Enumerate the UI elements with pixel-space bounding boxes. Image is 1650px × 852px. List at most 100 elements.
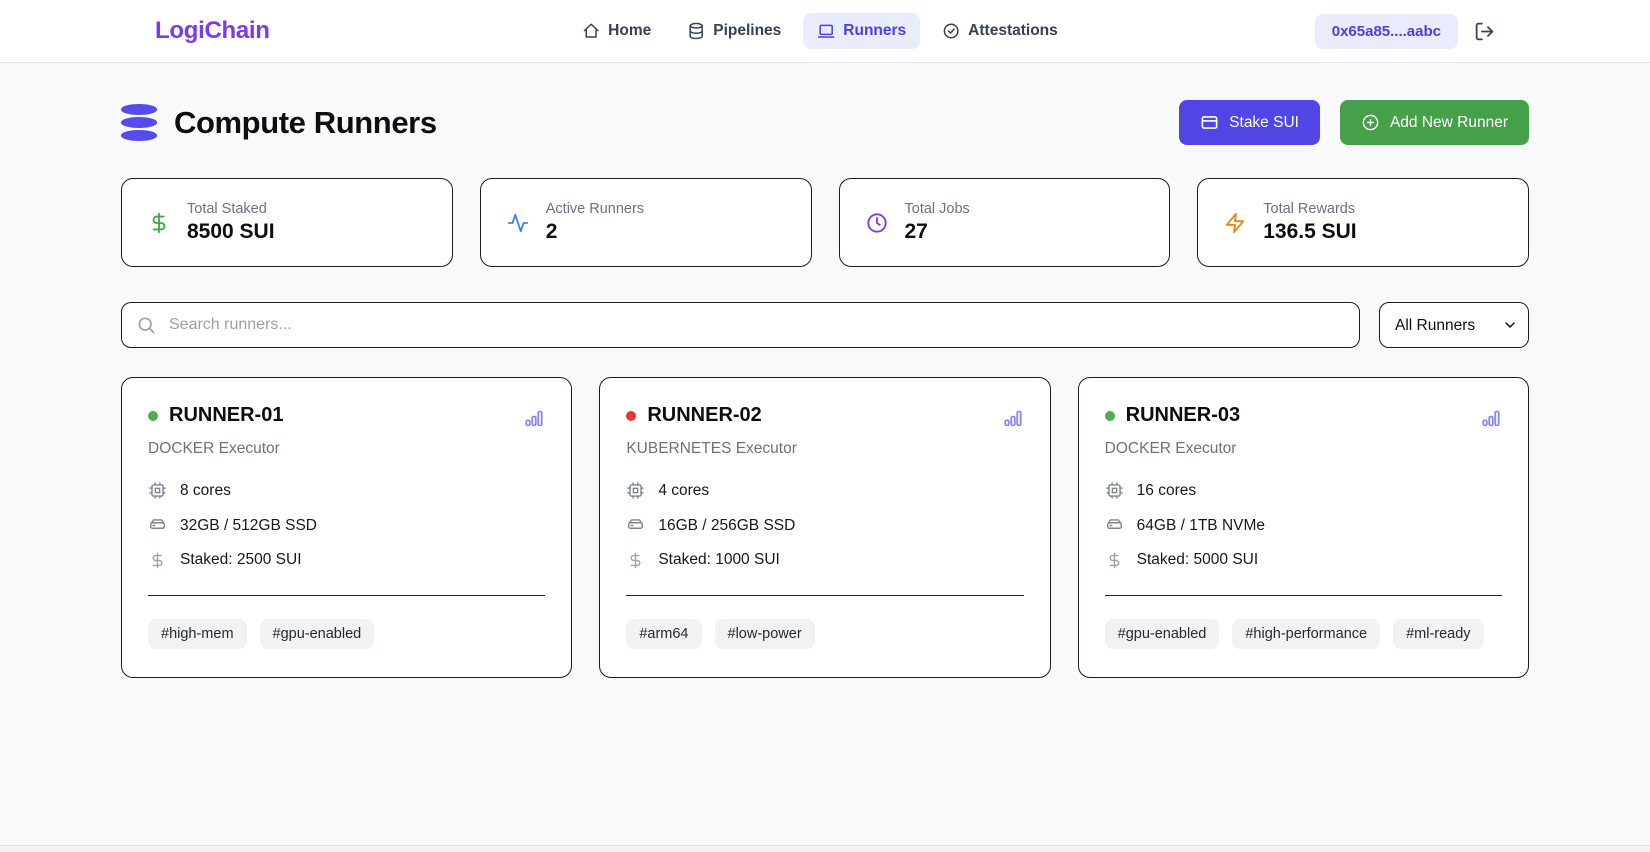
- spec-staked: Staked: 1000 SUI: [626, 551, 1023, 569]
- executor-type: DOCKER Executor: [148, 440, 280, 457]
- cpu-icon: [626, 481, 645, 500]
- runner-tag: #low-power: [714, 619, 815, 649]
- spec-staked: Staked: 5000 SUI: [1105, 551, 1502, 569]
- pipelines-icon: [687, 22, 705, 40]
- spec-storage-text: 64GB / 1TB NVMe: [1136, 516, 1266, 534]
- runner-tag: #high-performance: [1232, 619, 1381, 649]
- spec-cores: 4 cores: [626, 481, 1023, 500]
- runner-name: RUNNER-03: [1125, 404, 1241, 426]
- runner-stats-button[interactable]: [523, 407, 545, 429]
- stat-card-total-staked: Total Staked 8500 SUI: [121, 178, 453, 267]
- stat-label: Total Staked: [187, 201, 267, 217]
- spec-storage: 16GB / 256GB SSD: [626, 516, 1023, 535]
- runner-tag: #gpu-enabled: [1104, 619, 1220, 649]
- executor-type: DOCKER Executor: [1104, 440, 1237, 457]
- dollar-icon: [148, 212, 170, 234]
- tag-row: #gpu-enabled #high-performance #ml-ready: [1104, 619, 1502, 649]
- spec-storage-text: 16GB / 256GB SSD: [658, 516, 796, 534]
- nav-item-runners[interactable]: Runners: [803, 13, 921, 49]
- cpu-icon: [1105, 481, 1124, 500]
- zap-icon: [1224, 212, 1246, 234]
- cpu-icon: [148, 481, 167, 500]
- stats-row: Total Staked 8500 SUI Active Runners 2 T…: [121, 178, 1529, 267]
- spec-storage-text: 32GB / 512GB SSD: [180, 516, 317, 534]
- runner-tag: #arm64: [626, 619, 702, 649]
- activity-icon: [507, 212, 529, 234]
- logout-button[interactable]: [1474, 21, 1495, 42]
- spec-staked-text: Staked: 1000 SUI: [658, 551, 780, 568]
- runner-stats-button[interactable]: [1480, 407, 1502, 429]
- add-new-runner-button[interactable]: Add New Runner: [1339, 100, 1529, 145]
- nav-item-attestations[interactable]: Attestations: [928, 13, 1072, 49]
- card-divider: [148, 595, 546, 596]
- wallet-address-badge[interactable]: 0x65a85....aabc: [1314, 13, 1458, 49]
- attestations-icon: [942, 22, 960, 40]
- app-logo[interactable]: LogiChain: [155, 17, 270, 44]
- spec-cores-text: 8 cores: [180, 481, 231, 499]
- main-content: Compute Runners Stake SUI Add New Runner: [121, 63, 1529, 678]
- runner-card: RUNNER-02 KUBERNETES Executor 4 cores: [599, 377, 1051, 678]
- status-dot: [148, 410, 158, 421]
- stat-value: 27: [904, 220, 928, 243]
- runner-card: RUNNER-01 DOCKER Executor 8 cores: [121, 377, 573, 678]
- stat-label: Total Rewards: [1263, 201, 1356, 217]
- spec-storage: 64GB / 1TB NVMe: [1105, 516, 1502, 535]
- stake-sui-label: Stake SUI: [1229, 113, 1299, 131]
- plus-circle-icon: [1361, 113, 1380, 132]
- tag-row: #arm64 #low-power: [626, 619, 1023, 649]
- stat-value: 8500 SUI: [187, 220, 275, 243]
- stat-card-total-rewards: Total Rewards 136.5 SUI: [1197, 178, 1529, 267]
- runner-tag: #gpu-enabled: [259, 619, 375, 649]
- bar-chart-icon: [523, 407, 545, 429]
- dollar-icon: [148, 552, 167, 569]
- runner-name: RUNNER-02: [647, 404, 762, 426]
- logout-icon: [1474, 21, 1495, 42]
- card-divider: [626, 595, 1024, 596]
- wallet-card-icon: [1200, 113, 1219, 132]
- runners-icon: [817, 22, 835, 40]
- nav-item-label: Pipelines: [713, 22, 782, 39]
- runner-stats-button[interactable]: [1002, 407, 1024, 429]
- stake-sui-button[interactable]: Stake SUI: [1179, 100, 1320, 145]
- spec-staked: Staked: 2500 SUI: [148, 551, 545, 569]
- tag-row: #high-mem #gpu-enabled: [148, 619, 545, 649]
- card-divider: [1104, 595, 1502, 596]
- runner-filter-select[interactable]: All Runners: [1379, 302, 1529, 348]
- runner-card: RUNNER-03 DOCKER Executor 16 cores: [1077, 377, 1529, 678]
- spec-cores-text: 16 cores: [1136, 481, 1197, 499]
- spec-staked-text: Staked: 2500 SUI: [180, 551, 302, 568]
- runner-grid: RUNNER-01 DOCKER Executor 8 cores: [121, 377, 1529, 678]
- nav-item-label: Attestations: [968, 22, 1058, 39]
- page-title: Compute Runners: [174, 104, 437, 140]
- stat-value: 2: [545, 220, 558, 243]
- nav-item-label: Home: [608, 22, 652, 39]
- bar-chart-icon: [1002, 407, 1024, 429]
- stat-label: Total Jobs: [904, 201, 970, 217]
- spec-staked-text: Staked: 5000 SUI: [1136, 551, 1259, 568]
- spec-cores: 8 cores: [148, 481, 545, 500]
- runner-tag: #high-mem: [148, 619, 247, 649]
- executor-type: KUBERNETES Executor: [626, 440, 797, 457]
- stat-label: Active Runners: [545, 201, 645, 217]
- main-nav: Home Pipelines Runners Attestations: [568, 13, 1072, 49]
- spec-cores: 16 cores: [1105, 481, 1502, 500]
- hard-drive-icon: [1105, 516, 1124, 535]
- nav-item-home[interactable]: Home: [568, 13, 665, 49]
- nav-item-pipelines[interactable]: Pipelines: [673, 13, 795, 49]
- runner-name: RUNNER-01: [169, 404, 284, 426]
- horizontal-scrollbar-track[interactable]: [0, 845, 1650, 852]
- stat-card-active-runners: Active Runners 2: [479, 178, 812, 267]
- bar-chart-icon: [1480, 407, 1502, 429]
- stat-value: 136.5 SUI: [1263, 220, 1357, 243]
- add-new-runner-label: Add New Runner: [1389, 113, 1508, 131]
- hard-drive-icon: [626, 516, 645, 535]
- clock-icon: [866, 212, 888, 234]
- status-dot: [1104, 410, 1115, 421]
- dollar-icon: [626, 552, 645, 569]
- database-icon: [121, 104, 157, 141]
- stat-card-total-jobs: Total Jobs 27: [838, 178, 1171, 267]
- nav-item-label: Runners: [843, 22, 907, 39]
- search-input[interactable]: [121, 302, 1360, 348]
- status-dot: [626, 410, 637, 421]
- home-icon: [582, 22, 600, 40]
